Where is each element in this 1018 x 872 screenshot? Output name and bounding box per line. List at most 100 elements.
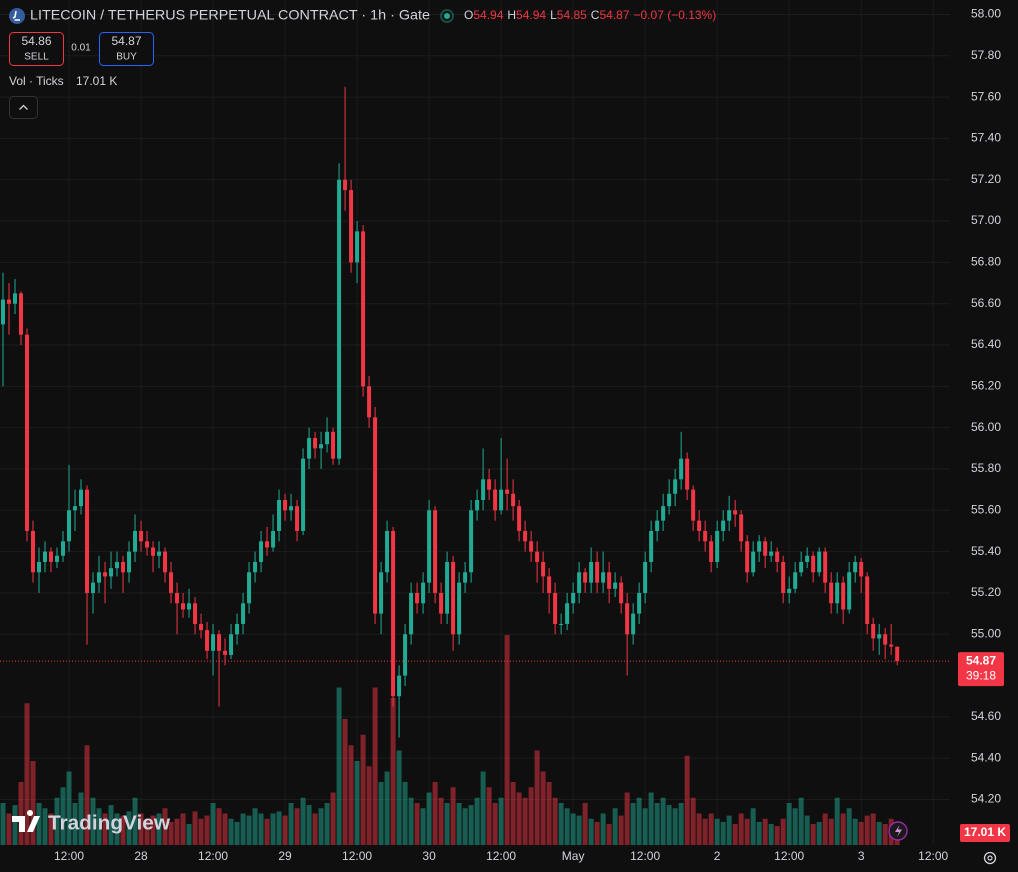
candle-body — [109, 568, 114, 577]
candle-body — [313, 437, 318, 449]
volume-bar — [828, 818, 834, 845]
volume-bar — [756, 821, 762, 845]
y-tick-label: 56.20 — [971, 379, 1001, 393]
candle-body — [121, 561, 126, 573]
x-tick-label: 12:00 — [630, 849, 660, 863]
x-tick-label: May — [562, 849, 585, 863]
candle-body — [79, 489, 84, 507]
y-tick-label: 57.40 — [971, 131, 1001, 145]
volume-bar — [750, 808, 756, 845]
candle-body — [745, 541, 750, 573]
volume-bar — [570, 813, 576, 845]
volume-bar — [552, 797, 558, 845]
volume-bar — [876, 821, 882, 845]
volume-bar — [42, 808, 48, 845]
volume-bar — [378, 782, 384, 845]
volume-bar — [582, 803, 588, 845]
candle-body — [793, 572, 798, 589]
candle-body — [133, 530, 138, 552]
volume-bar — [474, 797, 480, 845]
volume-bar — [24, 703, 30, 845]
candle-body — [31, 530, 36, 573]
symbol-title: LITECOIN / TETHERUS PERPETUAL CONTRACT ·… — [30, 7, 430, 23]
ohlc-label: L — [550, 8, 557, 22]
volume-bar — [270, 813, 276, 845]
y-tick-label: 56.00 — [971, 420, 1001, 434]
market-status[interactable] — [440, 9, 454, 23]
candle-body — [679, 458, 684, 480]
candle-body — [769, 551, 774, 556]
candle-body — [247, 572, 252, 604]
logo[interactable]: TradingView — [12, 809, 170, 834]
candle-body — [631, 613, 636, 635]
candle-body — [163, 551, 168, 573]
candle-body — [805, 555, 810, 562]
volume-bar — [600, 813, 606, 845]
volume-bar — [300, 797, 306, 845]
candle-body — [535, 551, 540, 562]
candle-body — [13, 293, 18, 304]
candle-body — [667, 493, 672, 507]
volume-bar — [864, 815, 870, 845]
y-tick-label: 58.00 — [971, 7, 1001, 21]
candle-body — [427, 510, 432, 583]
volume-tag-label: 17.01 K — [964, 825, 1006, 839]
volume-bar — [168, 821, 174, 845]
settings-button[interactable] — [983, 851, 997, 865]
volume-bar — [612, 808, 618, 845]
candle-body — [331, 431, 336, 459]
volume-bar — [528, 787, 534, 845]
ohlc-change: −0.07 (−0.13%) — [634, 8, 717, 22]
volume-bar — [852, 818, 858, 845]
settings-icon-core — [987, 855, 993, 861]
volume-bar — [204, 815, 210, 845]
candle-body — [433, 510, 438, 593]
volume-bar — [30, 761, 36, 845]
candle-body — [355, 231, 360, 263]
volume-bar — [792, 808, 798, 845]
alert-icon[interactable] — [888, 821, 908, 841]
buy-button[interactable]: 54.87 BUY — [99, 32, 154, 66]
y-tick-label: 56.60 — [971, 296, 1001, 310]
candle-body — [553, 592, 558, 624]
volume-bar — [858, 821, 864, 845]
candle-body — [781, 561, 786, 593]
candle-body — [25, 334, 30, 531]
volume-bar — [240, 813, 246, 845]
candle-body — [589, 561, 594, 583]
volume-bar — [798, 797, 804, 845]
ohlc-label: O — [464, 8, 473, 22]
volume-bar — [390, 698, 396, 845]
candle-body — [391, 530, 396, 697]
candle-body — [169, 572, 174, 593]
candle-body — [787, 588, 792, 593]
ohlc-label: C — [591, 8, 600, 22]
last-price-label: 54.87 — [966, 653, 996, 667]
volume-bar — [618, 815, 624, 845]
candle-body — [445, 561, 450, 614]
candle-body — [265, 541, 270, 548]
volume-bar — [666, 805, 672, 845]
volume-bar — [60, 787, 66, 845]
ohlc-value: 54.94 — [516, 8, 546, 22]
sell-button[interactable]: 54.86 SELL — [9, 32, 64, 66]
volume-bar — [576, 815, 582, 845]
candle-body — [571, 592, 576, 604]
volume-bar — [186, 824, 192, 845]
ohlc-value: 54.94 — [473, 8, 503, 22]
volume-bar — [546, 782, 552, 845]
volume-bar — [708, 813, 714, 845]
candle-body — [139, 530, 144, 542]
candle-body — [373, 417, 378, 614]
collapse-icon — [19, 104, 28, 110]
candle-body — [439, 592, 444, 614]
volume-bar — [102, 813, 108, 845]
collapse-button[interactable] — [9, 96, 38, 119]
volume-bar — [72, 803, 78, 845]
volume-bar — [480, 771, 486, 845]
candle-body — [367, 386, 372, 418]
volume-bar — [822, 813, 828, 845]
candle-body — [235, 623, 240, 635]
volume-bar — [522, 797, 528, 845]
